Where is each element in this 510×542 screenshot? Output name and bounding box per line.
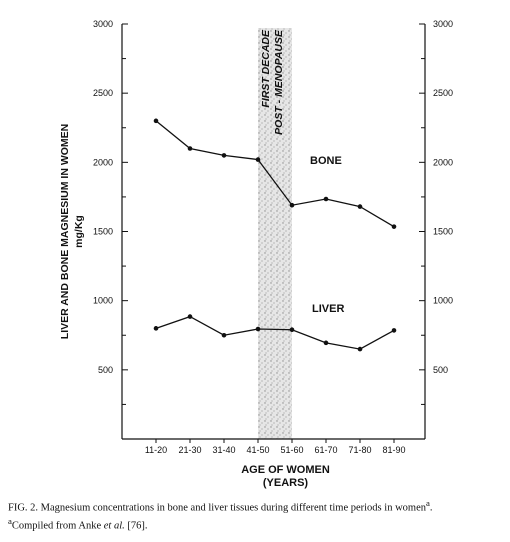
data-point-liver [289, 327, 295, 333]
right-y-tick-label: 2500 [433, 88, 453, 98]
x-tick-label: 31-40 [212, 445, 235, 455]
x-tick-label: 21-30 [178, 445, 201, 455]
data-point-bone [289, 202, 295, 208]
x-tick-label: 81-90 [382, 445, 405, 455]
data-point-liver [323, 340, 329, 346]
left-y-tick-label: 2500 [93, 88, 113, 98]
data-point-liver [187, 314, 193, 319]
series-line-bone [155, 120, 395, 228]
left-y-tick-label: 1000 [93, 296, 113, 306]
right-y-tick-label: 2000 [433, 157, 453, 167]
data-point-liver [221, 332, 227, 338]
x-tick-label: 41-50 [246, 445, 269, 455]
left-y-tick-label: 500 [98, 365, 113, 375]
series-layer: BONE LIVER [153, 118, 397, 352]
footnote-ref: [76]. [124, 520, 148, 531]
footnote-et-al: et al. [103, 520, 125, 531]
data-point-bone [357, 204, 363, 209]
x-axis-title-main: AGE OF WOMEN [241, 464, 330, 476]
right-y-tick-label: 1000 [433, 296, 453, 306]
caption-main-text: FIG. 2. Magnesium concentrations in bone… [8, 502, 426, 514]
footnote-mark: a [8, 515, 12, 526]
band-label-line: FIRST DECADE [260, 29, 272, 108]
x-axis-ticks: 11-20 21-30 31-40 41-50 51-60 61-70 71-80 81-90 [145, 439, 406, 455]
x-tick-label: 51-60 [280, 445, 303, 455]
data-point-liver [255, 326, 261, 332]
y-axis-title-unit: mg/Kg [73, 215, 85, 248]
x-tick-label: 61-70 [314, 445, 337, 455]
data-point-bone [323, 196, 329, 202]
magnesium-line-chart: FIRST DECADE POST - MENOPAUSE 500 1000 1500… [59, 19, 453, 489]
data-point-bone [221, 153, 227, 158]
caption-footnote-mark: a [425, 498, 430, 508]
data-point-liver [357, 346, 363, 352]
band-label-line: POST - MENOPAUSE [273, 29, 285, 135]
caption-line-2: aCompiled from Anke et al. [76]. [8, 515, 508, 533]
right-y-tick-label: 1500 [433, 227, 453, 237]
series-line-liver [155, 315, 395, 350]
left-y-axis-ticks: 500 1000 1500 2000 2500 3000 [93, 19, 128, 405]
y-axis-title: LIVER AND BONE MAGNESIUM IN WOMEN mg/Kg [59, 124, 85, 339]
x-axis-title: AGE OF WOMEN(YEARS) [241, 464, 330, 489]
caption-line-1: FIG. 2. Magnesium concentrations in bone… [8, 497, 508, 515]
footnote-text: Compiled from Anke [11, 520, 104, 531]
left-y-tick-label: 1500 [93, 227, 113, 237]
left-y-tick-label: 2000 [93, 157, 113, 167]
right-y-tick-label: 500 [433, 365, 448, 375]
right-y-axis-ticks: 500 1000 1500 2000 2500 3000 [419, 19, 453, 405]
caption-period: . [429, 502, 433, 514]
series-label-liver: LIVER [312, 303, 344, 315]
right-y-tick-label: 3000 [433, 19, 453, 29]
data-point-bone [153, 118, 159, 124]
data-point-liver [153, 326, 159, 331]
figure-caption: FIG. 2. Magnesium concentrations in bone… [8, 497, 508, 532]
y-axis-title-main: LIVER AND BONE MAGNESIUM IN WOMEN [59, 124, 71, 339]
data-point-liver [391, 328, 397, 333]
x-axis-title-unit: (YEARS) [263, 477, 309, 489]
data-point-bone [187, 146, 193, 151]
x-tick-label: 11-20 [145, 445, 167, 455]
data-point-bone [391, 224, 397, 229]
series-label-bone: BONE [310, 155, 342, 167]
band-label: FIRST DECADE POST - MENOPAUSE [260, 29, 285, 135]
data-point-bone [255, 157, 261, 162]
left-y-tick-label: 3000 [93, 19, 113, 29]
x-tick-label: 71-80 [348, 445, 371, 455]
postmenopause-band [258, 28, 292, 439]
